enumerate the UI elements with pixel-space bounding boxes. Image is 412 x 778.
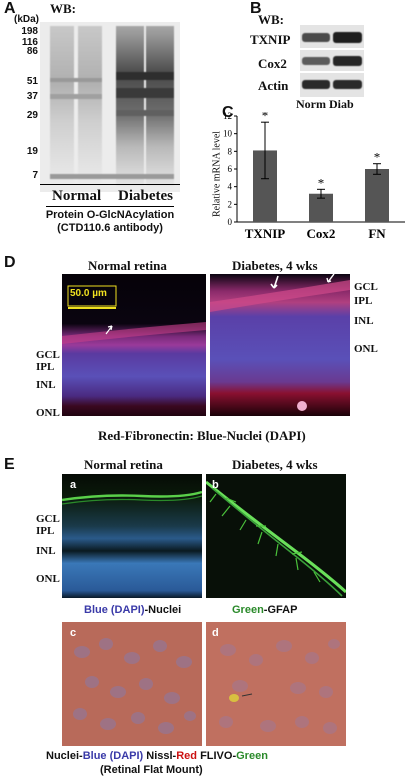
caption-green: Green bbox=[232, 604, 264, 616]
caption-gfap: -GFAP bbox=[263, 604, 298, 616]
panel-d-title-right: Diabetes, 4 wks bbox=[232, 258, 318, 273]
category-label: FN bbox=[368, 226, 386, 241]
western-blot-o-glcnac bbox=[40, 22, 180, 192]
caption-line-1: Protein O-GlcNAcylation bbox=[45, 209, 175, 221]
lane-normal-label: Normal bbox=[52, 188, 102, 204]
significance-star: * bbox=[318, 175, 325, 190]
panel-c-letter: C bbox=[222, 104, 234, 121]
kda-unit: (kDa) bbox=[14, 14, 40, 25]
panel-a-caption: Protein O-GlcNAcylation (CTD110.6 antibo… bbox=[30, 209, 190, 235]
panel-e-title-right: Diabetes, 4 wks bbox=[232, 457, 318, 472]
y-tick-label: 6 bbox=[228, 164, 233, 174]
layer-label: GCL bbox=[354, 281, 378, 293]
category-label: TXNIP bbox=[245, 226, 286, 241]
caption2-nissl: Nissl- bbox=[146, 750, 177, 762]
mrna-bar-chart: 0 2 4 6 8 10 12 * TXNIP * Cox2 * FN bbox=[223, 112, 405, 241]
panel-e-caption-right: Green-GFAP bbox=[232, 604, 297, 616]
caption2-blue: Blue (DAPI) bbox=[82, 750, 144, 762]
ladder-mark: 51 bbox=[26, 76, 38, 87]
row-label-cox2: Cox2 bbox=[258, 56, 287, 71]
sub-label-a: a bbox=[70, 479, 77, 491]
y-tick-label: 10 bbox=[223, 129, 233, 139]
sub-label-b: b bbox=[212, 479, 219, 491]
layer-label: INL bbox=[36, 379, 56, 391]
retina-image-normal-gfap: a bbox=[62, 474, 202, 598]
blot-divider bbox=[40, 184, 180, 185]
panel-e-caption-left: Blue (DAPI)-Nuclei bbox=[84, 604, 181, 616]
retina-image-diabetes-gfap: b bbox=[206, 474, 346, 598]
layer-label: ONL bbox=[36, 407, 60, 419]
ladder-mark: 37 bbox=[26, 91, 38, 102]
ladder-mark: 29 bbox=[26, 110, 38, 121]
flat-mount-image-diabetes: d bbox=[206, 622, 346, 746]
panel-a-wb-label: WB: bbox=[50, 1, 76, 16]
panel-b-letter: B bbox=[250, 0, 262, 17]
category-label: Cox2 bbox=[307, 226, 336, 241]
caption-blue-dapi: Blue (DAPI) bbox=[84, 604, 145, 616]
caption-nuclei: -Nuclei bbox=[144, 604, 182, 616]
lane-labels-b: Norm Diab bbox=[296, 97, 354, 111]
layer-label: ONL bbox=[36, 573, 60, 585]
row-label-actin: Actin bbox=[258, 78, 289, 93]
flat-mount-image-normal: c bbox=[62, 622, 202, 746]
panel-e-title-left: Normal retina bbox=[84, 457, 163, 472]
ladder-mark: 116 bbox=[21, 37, 38, 48]
sub-label-d: d bbox=[212, 627, 219, 639]
ladder-mark: 198 bbox=[21, 26, 38, 37]
ladder-mark: 86 bbox=[26, 46, 38, 57]
y-tick-label: 8 bbox=[228, 146, 233, 156]
panel-b-wb-label: WB: bbox=[258, 12, 284, 27]
panel-d-letter: D bbox=[4, 254, 16, 271]
ladder-mark: 7 bbox=[32, 170, 38, 181]
caption2-flivo: FLIVO- bbox=[200, 750, 237, 762]
retina-image-diabetes-fibronectin bbox=[210, 274, 350, 416]
panel-e-letter: E bbox=[4, 456, 15, 473]
western-blot-b bbox=[300, 25, 364, 97]
y-tick-label: 0 bbox=[228, 217, 233, 227]
panel-d-caption: Red-Fibronectin: Blue-Nuclei (DAPI) bbox=[98, 428, 306, 443]
ladder-mark: 19 bbox=[26, 146, 38, 157]
y-tick-label: 12 bbox=[223, 112, 232, 121]
layer-label: GCL bbox=[36, 513, 60, 525]
caption2-green: Green bbox=[236, 750, 268, 762]
row-label-txnip: TXNIP bbox=[250, 32, 291, 47]
sub-label-c: c bbox=[70, 627, 76, 639]
bar bbox=[365, 169, 389, 222]
layer-label: INL bbox=[354, 315, 374, 327]
caption2-red: Red bbox=[176, 750, 197, 762]
panel-d-title-left: Normal retina bbox=[88, 258, 167, 273]
significance-star: * bbox=[262, 112, 269, 123]
layer-label: IPL bbox=[36, 361, 55, 373]
layer-label: GCL bbox=[36, 349, 60, 361]
lane-diabetes-label: Diabetes bbox=[118, 188, 173, 204]
scale-bar-label: 50.0 µm bbox=[70, 288, 107, 299]
retina-image-normal-fibronectin bbox=[62, 274, 206, 416]
significance-star: * bbox=[374, 150, 381, 165]
panel-e-flat-mount-caption: Nuclei-Blue (DAPI) Nissl-Red FLIVO-Green bbox=[46, 750, 268, 762]
layer-label: INL bbox=[36, 545, 56, 557]
y-tick-label: 4 bbox=[228, 182, 233, 192]
caption-underline bbox=[46, 206, 174, 207]
caption-line-2: (CTD110.6 antibody) bbox=[57, 222, 163, 234]
layer-label: ONL bbox=[354, 343, 378, 355]
y-tick-label: 2 bbox=[228, 199, 233, 209]
panel-a-letter: A bbox=[4, 0, 16, 17]
flat-mount-note: (Retinal Flat Mount) bbox=[100, 764, 203, 776]
layer-label: IPL bbox=[36, 525, 55, 537]
layer-label: IPL bbox=[354, 295, 373, 307]
caption2-nuclei: Nuclei- bbox=[46, 750, 83, 762]
